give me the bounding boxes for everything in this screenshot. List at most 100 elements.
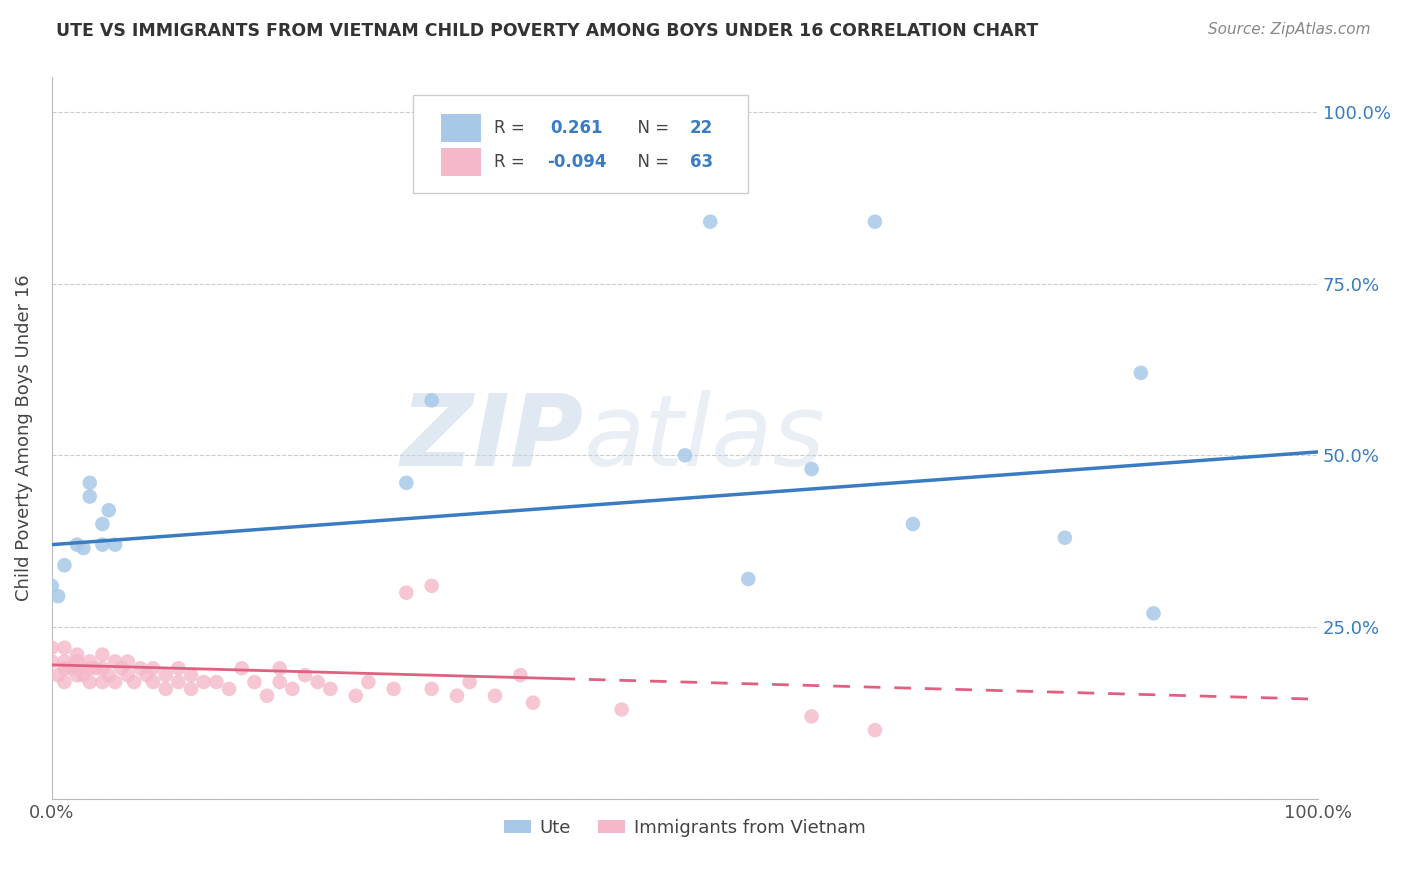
Point (72, 668, 94, 682)
Point (66, 648, 89, 662)
Point (79, 475, 101, 490)
Point (205, 675, 228, 690)
Point (1142, 607, 1164, 621)
Text: N =: N = (627, 153, 673, 171)
Point (66, 655, 89, 669)
Point (800, 709, 823, 723)
Point (610, 702, 633, 716)
Point (142, 661, 165, 675)
Point (117, 655, 139, 669)
Text: ZIP: ZIP (401, 390, 583, 487)
Point (509, 668, 531, 682)
Point (863, 723, 886, 738)
Point (1053, 531, 1076, 545)
Text: 63: 63 (690, 153, 713, 171)
Point (97, 503, 120, 517)
Point (446, 689, 468, 703)
Point (357, 675, 380, 690)
Text: 0.261: 0.261 (551, 119, 603, 137)
Point (863, 215, 886, 229)
Point (135, 668, 157, 682)
Point (59, 661, 82, 675)
Point (167, 661, 190, 675)
Text: R =: R = (494, 119, 530, 137)
Point (46, 589, 69, 603)
Point (79, 490, 101, 504)
Point (142, 675, 165, 690)
Point (395, 585, 418, 599)
Text: 22: 22 (690, 119, 713, 137)
Point (307, 675, 329, 690)
Point (41, 640, 63, 655)
Point (180, 668, 202, 682)
Point (53, 655, 76, 669)
Point (901, 516, 924, 531)
Point (41, 655, 63, 669)
Y-axis label: Child Poverty Among Boys Under 16: Child Poverty Among Boys Under 16 (15, 275, 32, 601)
Point (231, 661, 253, 675)
Text: N =: N = (627, 119, 673, 137)
Point (522, 696, 544, 710)
Text: atlas: atlas (583, 390, 825, 487)
FancyBboxPatch shape (413, 95, 748, 193)
FancyBboxPatch shape (440, 114, 481, 142)
Point (344, 689, 367, 703)
Point (243, 675, 266, 690)
Point (420, 393, 443, 408)
Point (53, 640, 76, 655)
Text: -0.094: -0.094 (547, 153, 606, 171)
Point (79, 675, 101, 690)
Point (484, 689, 506, 703)
Point (53, 675, 76, 690)
Point (104, 538, 127, 552)
Point (800, 462, 823, 476)
Text: R =: R = (494, 153, 530, 171)
Point (91, 675, 114, 690)
Point (294, 668, 316, 682)
Point (699, 215, 721, 229)
Point (673, 448, 696, 462)
Point (395, 475, 418, 490)
Point (269, 661, 291, 675)
Point (193, 675, 215, 690)
Point (66, 661, 89, 675)
Point (66, 668, 89, 682)
Point (155, 668, 177, 682)
Point (41, 579, 63, 593)
Point (420, 681, 443, 696)
Point (319, 681, 342, 696)
Point (91, 661, 114, 675)
Point (72, 541, 94, 555)
Point (122, 675, 145, 690)
Point (167, 675, 190, 690)
Point (256, 689, 278, 703)
Point (97, 668, 120, 682)
Point (91, 648, 114, 662)
Point (382, 681, 405, 696)
Point (218, 681, 240, 696)
Point (104, 655, 127, 669)
Point (53, 661, 76, 675)
Point (129, 661, 152, 675)
Point (66, 538, 89, 552)
Point (104, 675, 127, 690)
Point (53, 558, 76, 573)
Point (117, 668, 139, 682)
Point (79, 661, 101, 675)
Point (458, 675, 481, 690)
FancyBboxPatch shape (440, 148, 481, 176)
Point (46, 668, 69, 682)
Point (180, 681, 202, 696)
Point (84, 661, 107, 675)
Text: Source: ZipAtlas.com: Source: ZipAtlas.com (1208, 22, 1371, 37)
Point (91, 516, 114, 531)
Legend: Ute, Immigrants from Vietnam: Ute, Immigrants from Vietnam (496, 812, 873, 844)
Point (269, 675, 291, 690)
Point (737, 572, 759, 586)
Point (1129, 366, 1152, 380)
Point (110, 661, 132, 675)
Point (281, 681, 304, 696)
Point (79, 655, 101, 669)
Point (420, 579, 443, 593)
Point (155, 681, 177, 696)
